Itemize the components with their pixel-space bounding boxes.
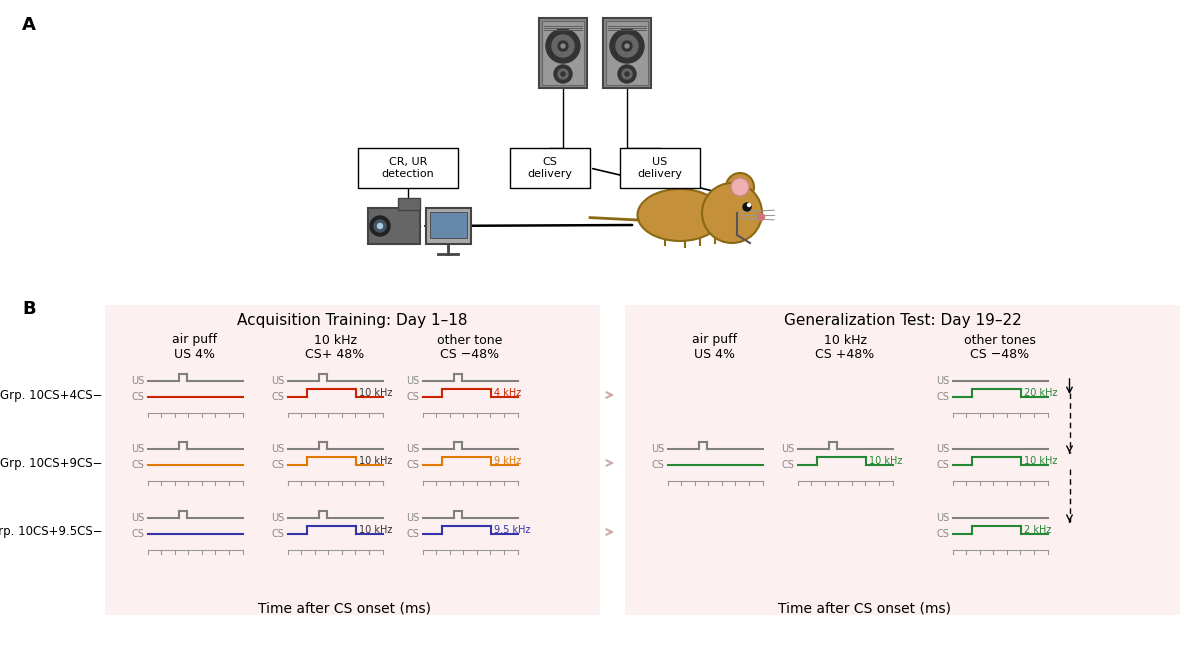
Bar	[106, 305, 600, 615]
Circle shape	[552, 35, 574, 57]
Bar	[606, 21, 648, 85]
Text: US: US	[936, 513, 949, 523]
Text: 10 kHz: 10 kHz	[313, 333, 356, 346]
Text: US
delivery: US delivery	[637, 157, 683, 179]
Bar	[358, 148, 458, 188]
Text: 4 kHz: 4 kHz	[494, 388, 521, 398]
Text: CS: CS	[407, 460, 420, 470]
Text: other tone: other tone	[437, 333, 503, 346]
Text: CS: CS	[937, 529, 949, 539]
Circle shape	[618, 65, 636, 83]
Text: 2 kHz: 2 kHz	[1024, 525, 1051, 535]
Text: other tones: other tones	[964, 333, 1036, 346]
Circle shape	[546, 29, 580, 63]
Circle shape	[610, 29, 644, 63]
Text: Time after CS onset (ms): Time after CS onset (ms)	[779, 601, 952, 615]
Text: CS: CS	[781, 460, 794, 470]
Text: B: B	[22, 300, 36, 318]
Circle shape	[757, 213, 764, 221]
Text: CS: CS	[132, 529, 144, 539]
Bar	[430, 212, 467, 238]
Text: CR, UR
detection: CR, UR detection	[382, 157, 434, 179]
Text: US: US	[407, 444, 420, 454]
Text: 10 kHz: 10 kHz	[823, 333, 866, 346]
Text: 9 kHz: 9 kHz	[494, 456, 521, 466]
Text: Time after CS onset (ms): Time after CS onset (ms)	[258, 601, 432, 615]
Circle shape	[374, 220, 386, 232]
Text: US: US	[131, 444, 144, 454]
Text: CS: CS	[132, 460, 144, 470]
Text: Grp. 10CS+9CS−: Grp. 10CS+9CS−	[0, 457, 103, 470]
Circle shape	[370, 216, 390, 236]
Text: CS: CS	[132, 392, 144, 402]
Text: US: US	[131, 376, 144, 386]
Text: US: US	[652, 444, 665, 454]
Circle shape	[558, 41, 568, 51]
Text: US: US	[936, 376, 949, 386]
Circle shape	[748, 204, 750, 206]
Text: US: US	[407, 513, 420, 523]
Text: CS: CS	[271, 460, 284, 470]
Text: 10 kHz: 10 kHz	[359, 525, 392, 535]
Circle shape	[562, 44, 565, 48]
Text: US: US	[936, 444, 949, 454]
Circle shape	[622, 41, 632, 51]
Circle shape	[702, 183, 762, 243]
Bar	[625, 305, 1180, 615]
Text: Acquisition Training: Day 1–18: Acquisition Training: Day 1–18	[238, 312, 468, 328]
Bar	[542, 21, 584, 85]
Circle shape	[625, 44, 629, 48]
Text: CS +48%: CS +48%	[815, 348, 875, 361]
Text: US 4%: US 4%	[174, 348, 216, 361]
Circle shape	[562, 72, 565, 76]
Text: CS
delivery: CS delivery	[528, 157, 572, 179]
Bar	[620, 148, 700, 188]
Text: CS: CS	[271, 392, 284, 402]
Bar	[510, 148, 590, 188]
Text: CS: CS	[652, 460, 665, 470]
Text: CS: CS	[937, 392, 949, 402]
Text: US: US	[271, 513, 284, 523]
Text: US 4%: US 4%	[695, 348, 736, 361]
Ellipse shape	[637, 189, 722, 241]
Text: 10 kHz: 10 kHz	[1024, 456, 1057, 466]
Circle shape	[554, 65, 572, 83]
Text: Grp. 10CS+4CS−: Grp. 10CS+4CS−	[0, 388, 103, 401]
Circle shape	[622, 69, 632, 79]
Circle shape	[731, 178, 749, 196]
Text: CS: CS	[407, 392, 420, 402]
Text: 10 kHz: 10 kHz	[359, 388, 392, 398]
Text: 10 kHz: 10 kHz	[359, 456, 392, 466]
Text: Grp. 10CS+9.5CS−: Grp. 10CS+9.5CS−	[0, 526, 103, 539]
Text: air puff: air puff	[692, 333, 738, 346]
Circle shape	[625, 72, 629, 76]
Circle shape	[378, 224, 383, 228]
Bar	[426, 208, 470, 244]
Circle shape	[726, 173, 754, 201]
Bar	[368, 208, 420, 244]
Text: CS: CS	[937, 460, 949, 470]
Text: CS+ 48%: CS+ 48%	[305, 348, 365, 361]
Text: 20 kHz: 20 kHz	[1024, 388, 1057, 398]
Text: 10 kHz: 10 kHz	[869, 456, 902, 466]
Text: 9.5 kHz: 9.5 kHz	[494, 525, 530, 535]
Text: CS: CS	[271, 529, 284, 539]
Bar	[398, 198, 420, 210]
Text: US: US	[271, 376, 284, 386]
Circle shape	[558, 69, 568, 79]
Circle shape	[743, 203, 751, 211]
Text: CS −48%: CS −48%	[971, 348, 1030, 361]
Bar	[539, 18, 587, 88]
Text: air puff: air puff	[173, 333, 217, 346]
Text: US: US	[781, 444, 794, 454]
Bar	[604, 18, 650, 88]
Text: US: US	[131, 513, 144, 523]
Text: CS −48%: CS −48%	[440, 348, 499, 361]
Text: US: US	[271, 444, 284, 454]
Text: Generalization Test: Day 19–22: Generalization Test: Day 19–22	[784, 312, 1021, 328]
Text: US: US	[407, 376, 420, 386]
Text: CS: CS	[407, 529, 420, 539]
Text: A: A	[22, 16, 36, 34]
Circle shape	[616, 35, 638, 57]
